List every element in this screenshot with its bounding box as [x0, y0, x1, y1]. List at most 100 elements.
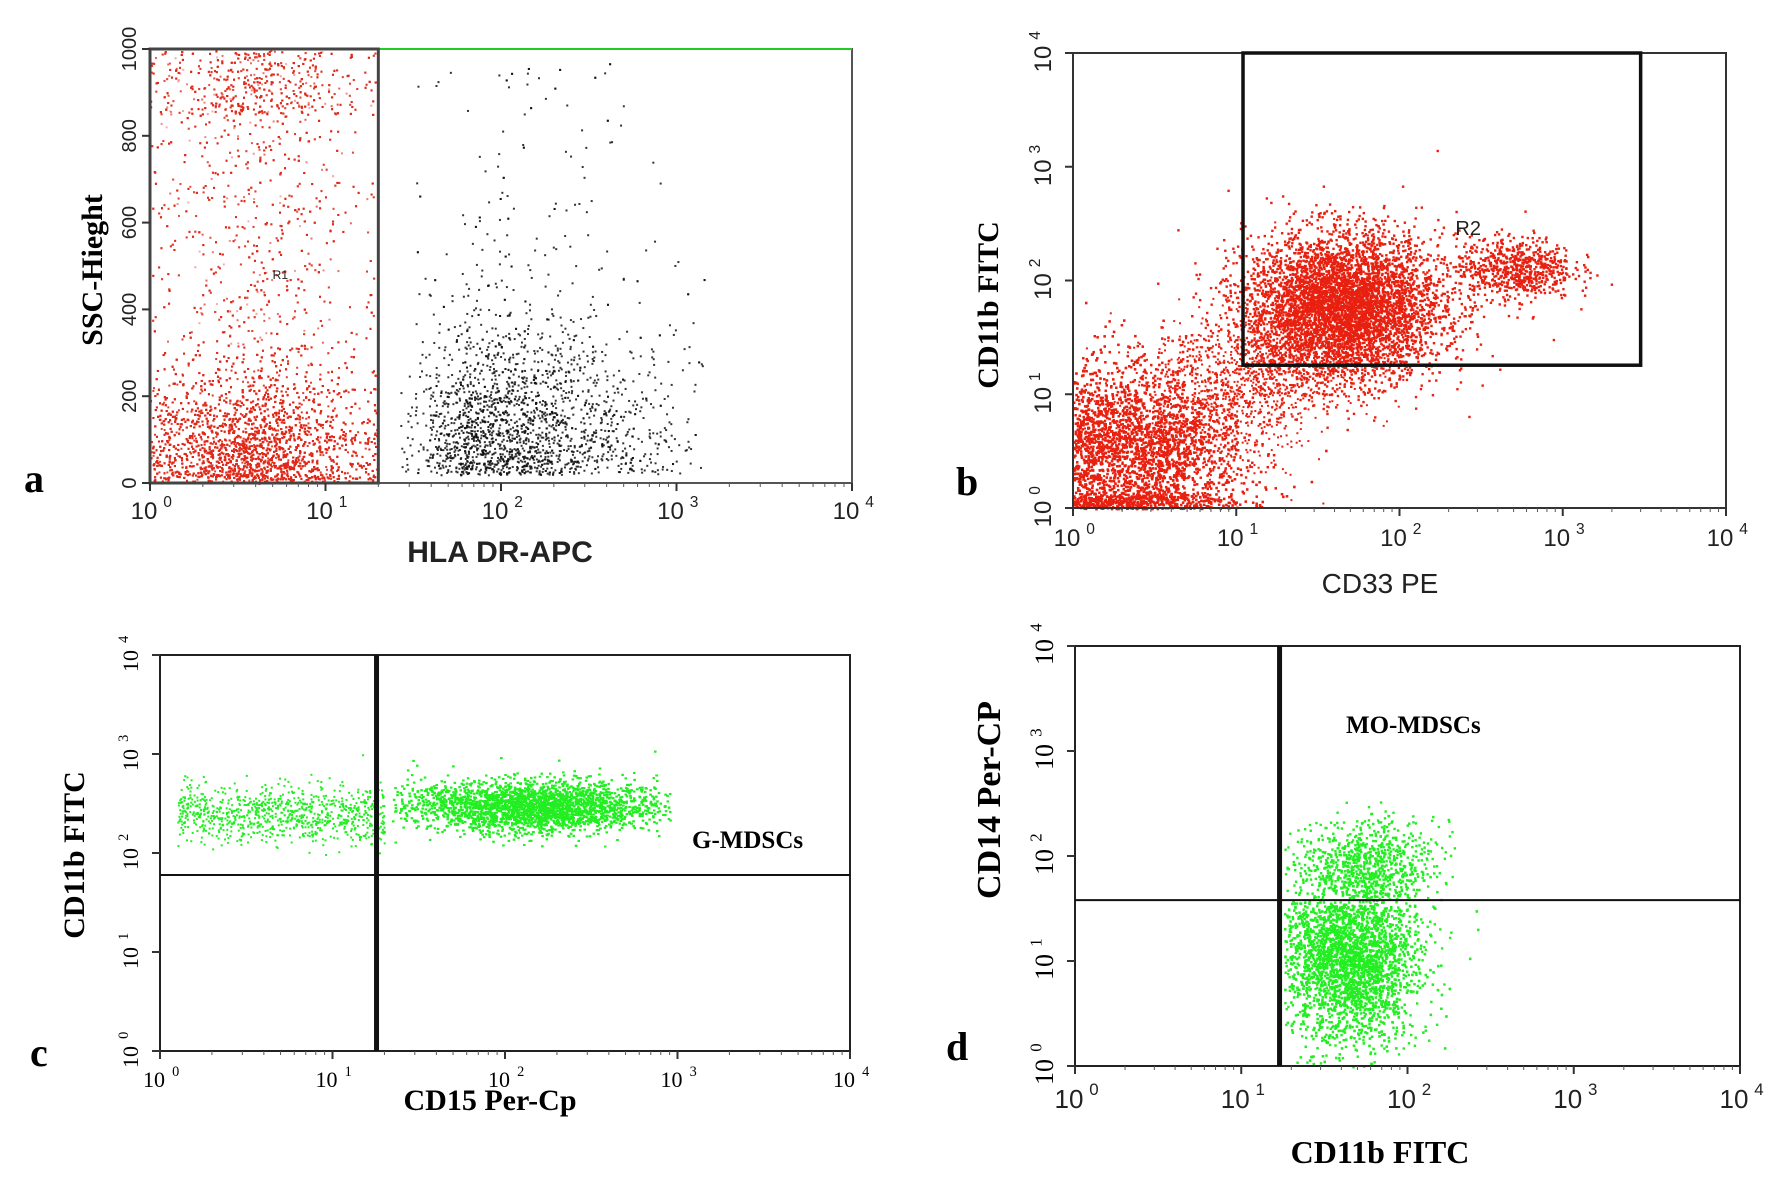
data-point: [322, 342, 324, 344]
data-point: [207, 161, 209, 163]
data-point: [195, 438, 197, 440]
data-point: [226, 197, 228, 199]
data-point: [308, 431, 310, 433]
data-point: [261, 339, 263, 341]
data-point: [351, 466, 353, 468]
data-point: [350, 222, 352, 224]
data-point: [258, 406, 260, 408]
data-point: [277, 379, 279, 381]
data-point: [287, 360, 289, 362]
data-point: [304, 119, 306, 121]
data-point: [215, 436, 217, 438]
data-point: [289, 432, 291, 434]
data-point: [246, 75, 248, 77]
data-point: [176, 384, 178, 386]
data-point: [225, 369, 227, 371]
data-point: [159, 461, 161, 463]
data-point: [236, 310, 238, 312]
data-point: [225, 397, 227, 399]
data-point: [272, 140, 274, 142]
data-point: [208, 84, 210, 86]
data-point: [305, 418, 307, 420]
data-point: [167, 341, 169, 343]
data-point: [334, 407, 336, 409]
data-point: [259, 149, 261, 151]
data-point: [308, 364, 310, 366]
data-point: [338, 367, 340, 369]
data-point: [320, 437, 322, 439]
data-point: [328, 88, 330, 90]
data-point: [280, 195, 282, 197]
data-point: [235, 426, 237, 428]
data-point: [251, 460, 253, 462]
data-point: [320, 471, 322, 473]
data-point: [212, 251, 214, 253]
data-point: [259, 337, 261, 339]
data-point: [211, 67, 213, 69]
data-point: [212, 443, 214, 445]
data-point: [232, 464, 234, 466]
flow-cytometry-figure: R1 10 0 10 1 10 2 10 3 10 4 02004006008001000 HLA…: [0, 0, 1772, 1179]
data-point: [370, 105, 372, 107]
data-point: [222, 55, 224, 57]
data-point: [231, 156, 233, 158]
data-point: [229, 402, 231, 404]
data-point: [193, 98, 195, 100]
data-point: [196, 479, 198, 481]
data-point: [204, 304, 206, 306]
data-point: [328, 319, 330, 321]
data-point: [322, 427, 324, 429]
data-point: [314, 393, 316, 395]
data-point: [365, 448, 367, 450]
data-point: [175, 57, 177, 59]
data-point: [233, 127, 235, 129]
data-point: [168, 95, 170, 97]
data-point: [193, 400, 195, 402]
data-point: [316, 206, 318, 208]
data-point: [154, 434, 156, 436]
data-point: [199, 251, 201, 253]
data-point: [247, 220, 249, 222]
data-point: [357, 431, 359, 433]
data-point: [213, 94, 215, 96]
data-point: [194, 266, 196, 268]
data-point: [330, 478, 332, 480]
data-point: [239, 61, 241, 63]
data-point: [220, 76, 222, 78]
data-point: [180, 448, 182, 450]
data-point: [302, 417, 304, 419]
data-point: [155, 57, 157, 59]
data-point: [202, 234, 204, 236]
data-point: [308, 102, 310, 104]
data-point: [229, 445, 231, 447]
data-point: [237, 135, 239, 137]
data-point: [279, 202, 281, 204]
data-point: [229, 240, 231, 242]
data-point: [221, 441, 223, 443]
data-point: [182, 110, 184, 112]
data-point: [237, 378, 239, 380]
data-point: [255, 313, 257, 315]
data-point: [187, 201, 189, 203]
data-point: [201, 438, 203, 440]
data-point: [366, 198, 368, 200]
data-point: [319, 454, 321, 456]
data-point: [306, 161, 308, 163]
data-point: [178, 215, 180, 217]
data-point: [271, 445, 273, 447]
data-point: [322, 454, 324, 456]
data-point: [209, 237, 211, 239]
data-point: [308, 104, 310, 106]
data-point: [269, 242, 271, 244]
data-point: [267, 111, 269, 113]
data-point: [348, 391, 350, 393]
data-point: [214, 137, 216, 139]
data-point: [228, 427, 230, 429]
data-point: [310, 382, 312, 384]
data-point: [223, 263, 225, 265]
data-point: [191, 442, 193, 444]
data-point: [193, 440, 195, 442]
data-point: [294, 100, 296, 102]
data-point: [230, 473, 232, 475]
data-point: [285, 63, 287, 65]
